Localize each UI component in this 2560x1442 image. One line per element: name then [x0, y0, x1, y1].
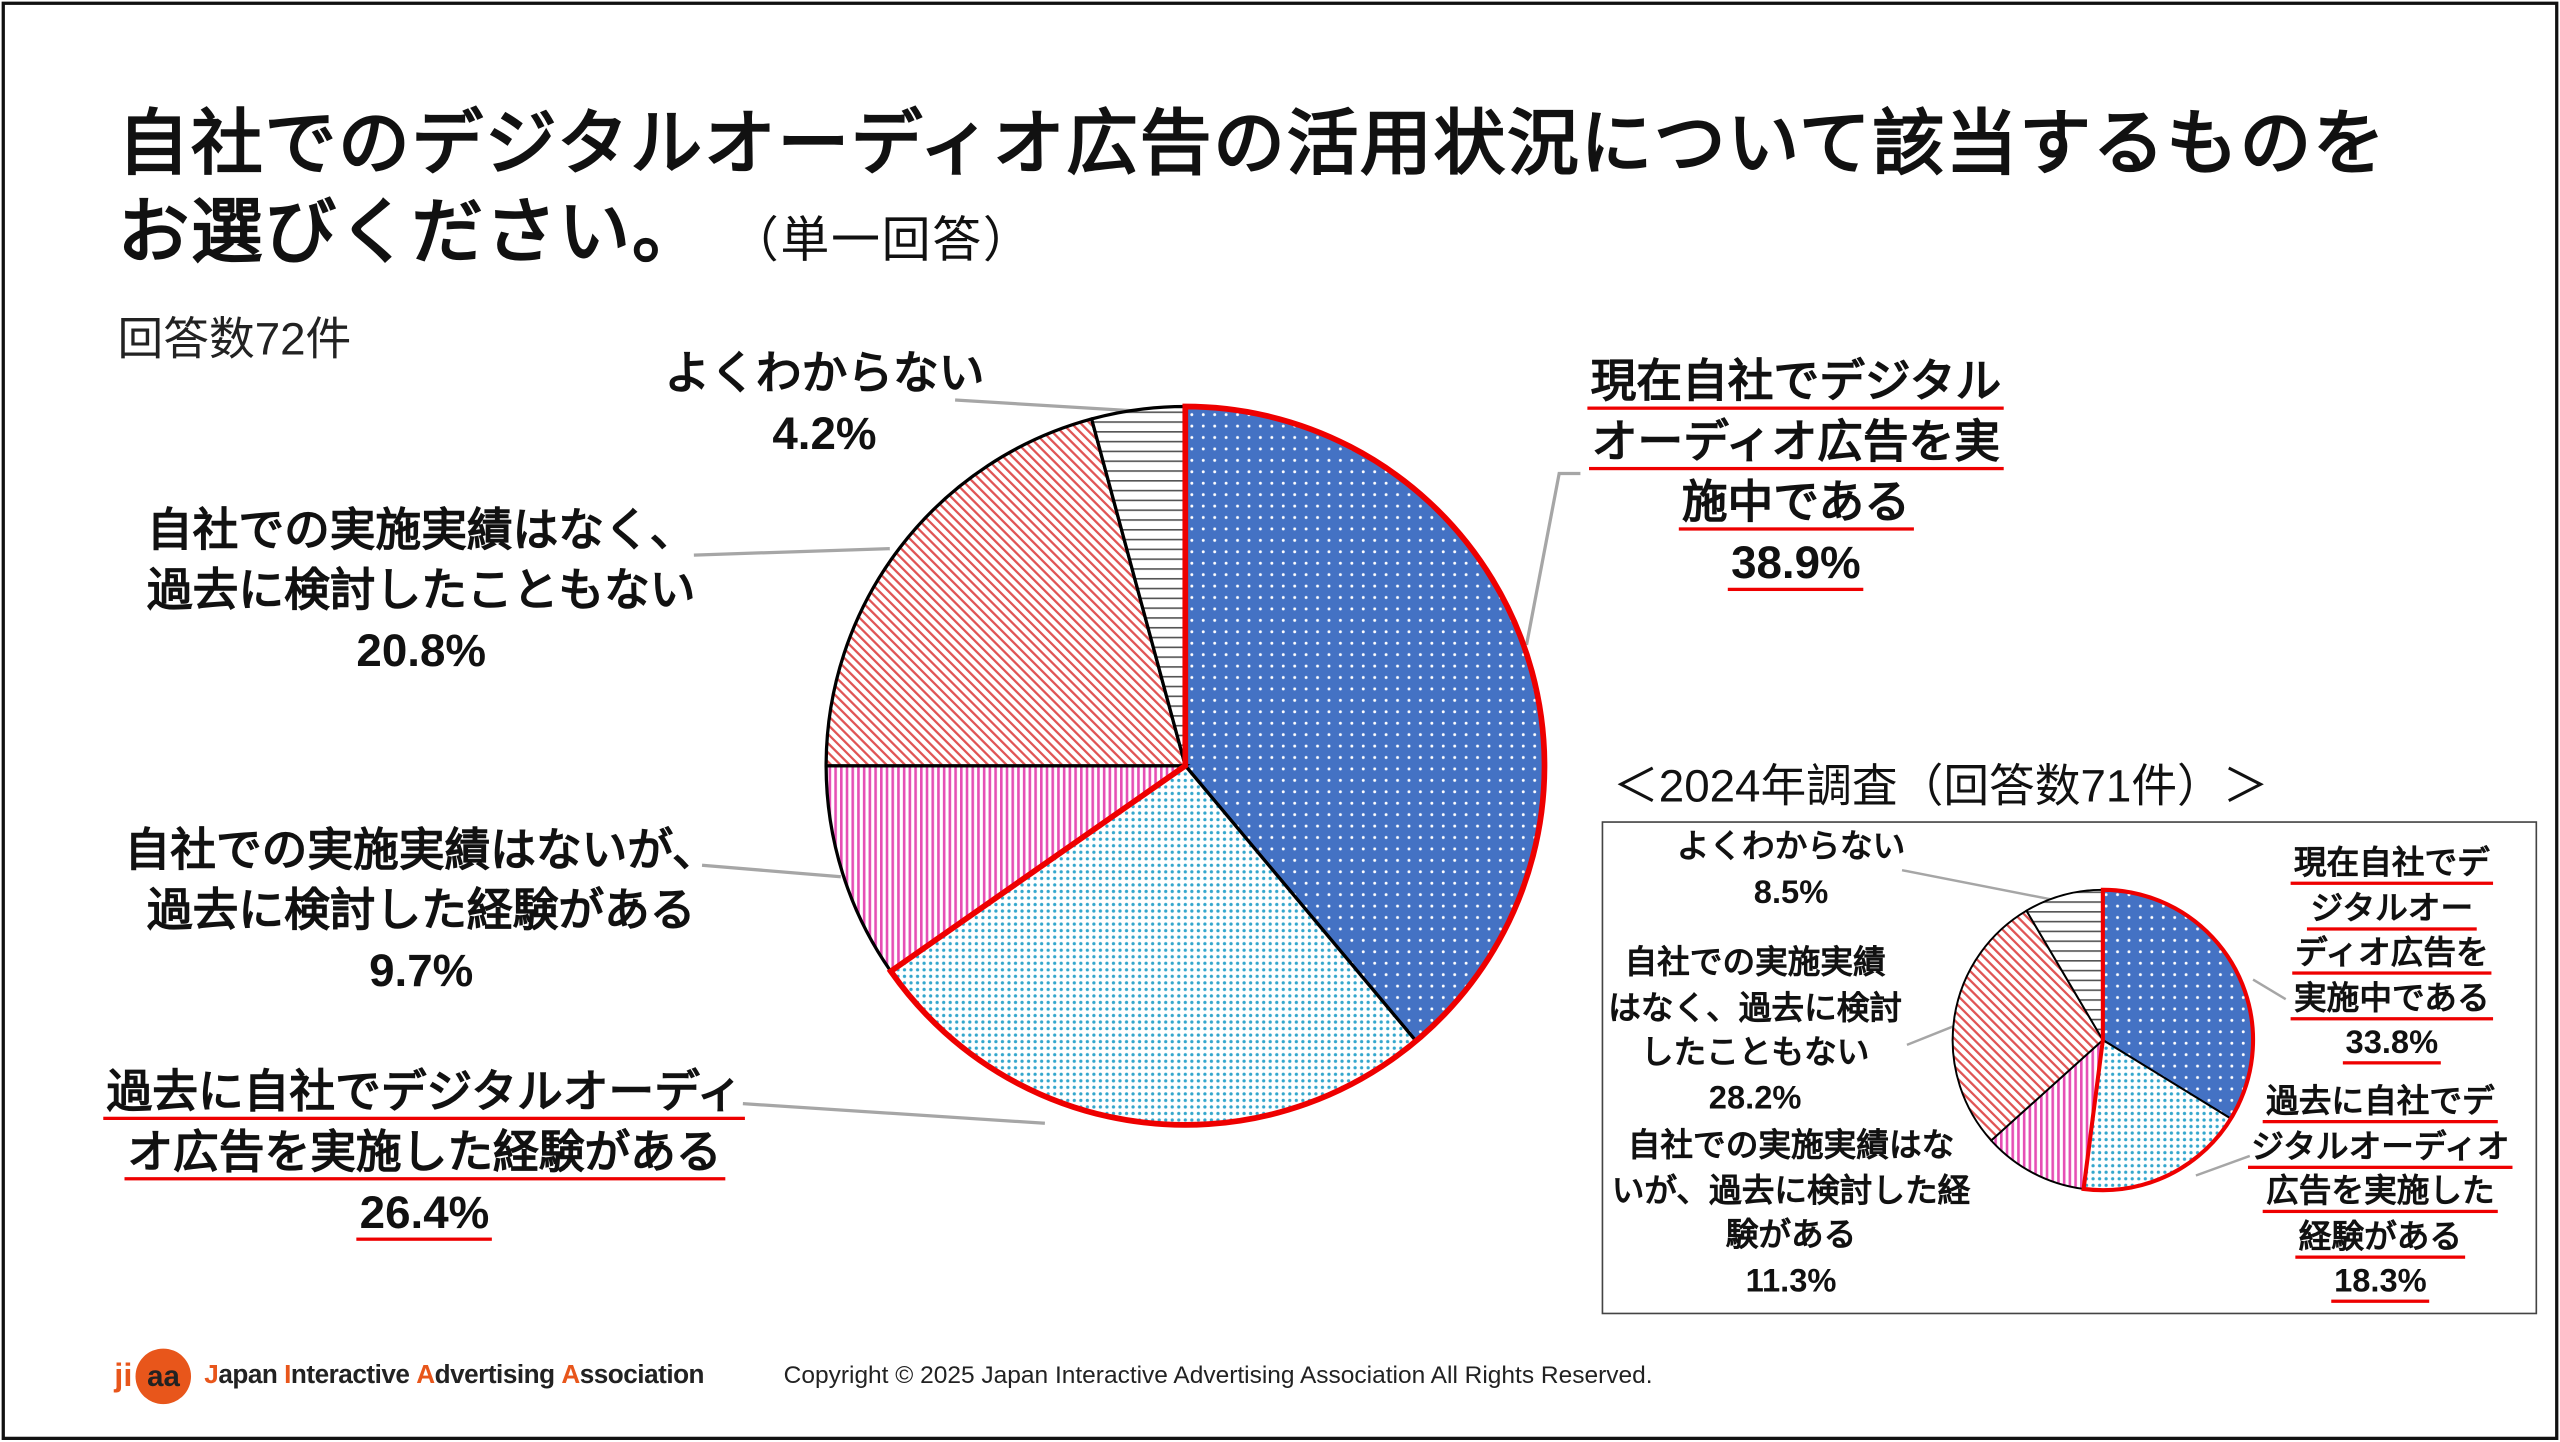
label-text: ディオ広告を [2291, 935, 2492, 975]
label-implementing: 現在自社でデジタル オーディオ広告を実 施中である 38.9% [1587, 351, 2005, 593]
copyright: Copyright © 2025 Japan Interactive Adver… [783, 1361, 1653, 1390]
previous-survey-box [1601, 821, 2538, 1315]
label-text: 現在自社でデ [2290, 845, 2494, 885]
pie-slice [1951, 909, 2105, 1142]
label-text: ジタルオー [2307, 890, 2477, 930]
highlight-outline [886, 403, 1548, 1128]
label-text: 自社での実施実績はなく、 [146, 504, 696, 556]
leader-line [2195, 1154, 2251, 1177]
org-name: Japan Interactive Advertising Associatio… [204, 1361, 705, 1390]
question-title-text: お選びください。 [117, 192, 706, 273]
label-text: 施中である [1678, 476, 1914, 531]
label-text: 自社での実施実績 [1624, 945, 1886, 982]
data-label: 28.2% [1708, 1079, 1802, 1116]
inset-label-never-considered: 自社での実施実績 はなく、過去に検討 したこともない 28.2% [1608, 942, 1902, 1122]
label-past-implemented: 過去に自社でデジタルオーディ オ広告を実施した経験がある 26.4% [103, 1061, 746, 1242]
data-label: 11.3% [1745, 1262, 1837, 1299]
label-never-considered: 自社での実施実績はなく、 過去に検討したこともない 20.8% [147, 500, 696, 681]
leader-line [693, 546, 890, 557]
inset-label-considered: 自社での実施実績はな いが、過去に検討した経 験がある 11.3% [1612, 1125, 1971, 1305]
pie-slice [824, 764, 1191, 974]
label-text: 過去に検討したこともない [146, 564, 696, 616]
data-label: 20.8% [356, 625, 487, 676]
data-label: 18.3% [2330, 1263, 2430, 1303]
logo-mark: ji [114, 1357, 133, 1394]
leader-line [1524, 471, 1581, 646]
leader-line [1906, 1024, 1957, 1047]
question-title-line1: 自社でのデジタルオーディオ広告の活用状況について該当するものを [117, 104, 2387, 185]
label-text: いが、過去に検討した経 [1611, 1173, 1971, 1209]
label-text: 経験がある [2295, 1218, 2466, 1258]
data-label: 26.4% [356, 1186, 493, 1241]
answer-type-note: （単一回答） [754, 213, 1034, 268]
label-text: 現在自社でデジタル [1587, 355, 2005, 410]
leader-line [2252, 978, 2287, 1001]
inset-label-unknown: よくわからない 8.5% [1677, 826, 1906, 916]
data-label: 9.7% [369, 945, 474, 996]
logo-circle: aa [135, 1348, 192, 1405]
label-text: 過去に検討した経験がある [146, 884, 696, 936]
label-text: 過去に自社でデジタルオーディ [103, 1066, 746, 1120]
label-text: 実施中である [2290, 980, 2493, 1020]
data-label: 4.2% [772, 408, 877, 459]
response-count: 回答数72件 [117, 313, 352, 365]
label-text: よくわからない [1676, 829, 1906, 866]
label-text: 験がある [1725, 1217, 1857, 1254]
label-text: 広告を実施した [2262, 1173, 2498, 1214]
leader-line [701, 863, 841, 879]
inset-label-implementing: 現在自社でデ ジタルオー ディオ広告を 実施中である 33.8% [2290, 842, 2494, 1066]
label-text: よくわからない [664, 347, 985, 399]
label-considered: 自社での実施実績はないが、 過去に検討した経験がある 9.7% [125, 820, 718, 1001]
label-text: 自社での実施実績はないが、 [124, 824, 718, 876]
label-text: オ広告を実施した経験がある [124, 1126, 725, 1181]
question-title-line2: お選びください。 （単一回答） [118, 173, 1034, 277]
data-label: 33.8% [2342, 1025, 2442, 1065]
leader-line [1901, 869, 2061, 903]
data-label: 8.5% [1753, 874, 1829, 911]
label-text: はなく、過去に検討 [1608, 990, 1903, 1027]
label-text: したこともない [1640, 1035, 1870, 1072]
data-label: 38.9% [1727, 537, 1864, 592]
label-text: オーディオ広告を実 [1588, 416, 2004, 471]
jiaa-logo: ji aa Japan Interactive Advertising Assoc… [114, 1348, 705, 1405]
label-text: 自社での実施実績はな [1627, 1128, 1955, 1165]
previous-survey-title: ＜2024年調査（回答数71件）＞ [1613, 760, 2269, 812]
label-text: 過去に自社でデ [2262, 1084, 2498, 1124]
highlight-outline [2081, 887, 2256, 1193]
inset-label-past-implemented: 過去に自社でデ ジタルオーディオ 広告を実施した 経験がある 18.3% [2247, 1081, 2513, 1305]
label-unknown: よくわからない 4.2% [664, 343, 984, 464]
pie-slice [1989, 1037, 2105, 1191]
leader-line [955, 398, 1143, 414]
leader-line [742, 1102, 1046, 1125]
pie-slice [824, 416, 1188, 768]
label-text: ジタルオーディオ [2247, 1128, 2513, 1169]
